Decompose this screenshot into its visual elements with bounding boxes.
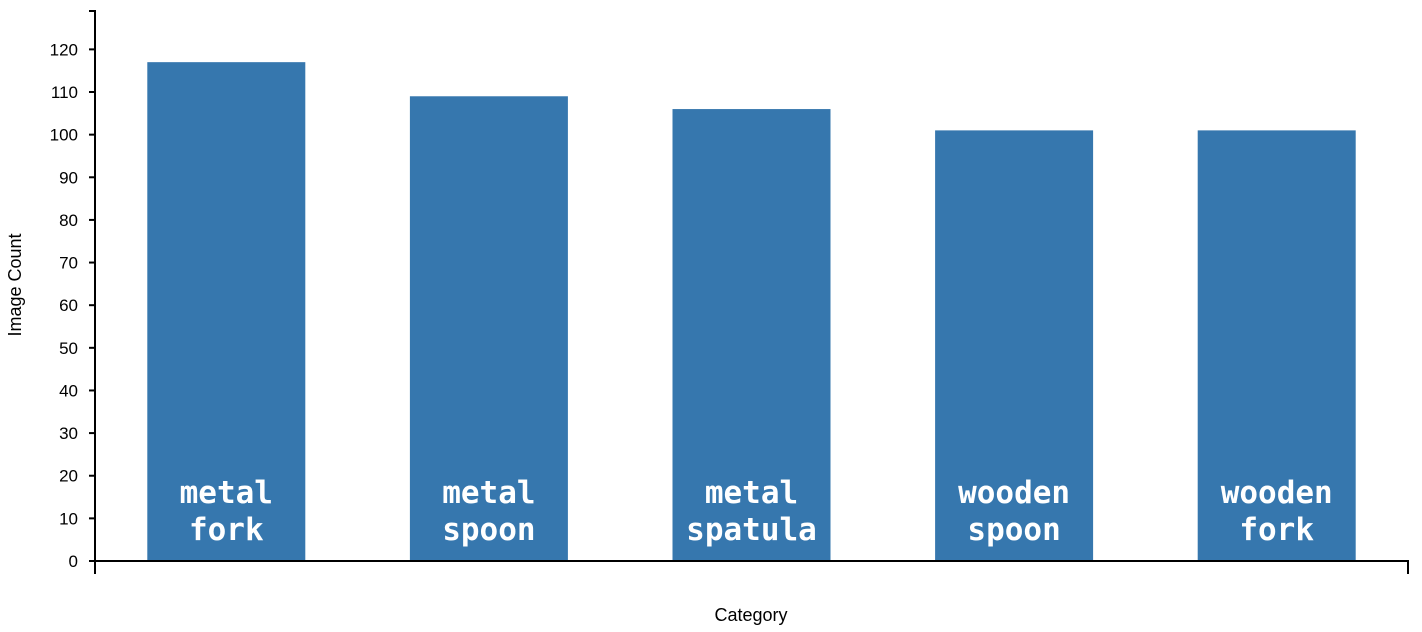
bar [147,62,306,562]
bar-labels-group: metal fork metal spoon metal spatula wooden spo… [180,475,1333,548]
y-tick-label: 0 [69,552,78,571]
y-axis-line [89,10,96,562]
x-axis-line [94,560,1409,574]
y-tick-label: 70 [59,254,78,273]
y-tick-label: 30 [59,424,78,443]
x-axis [94,560,1409,574]
bar-label: wooden spoon [958,475,1070,548]
bar-label: metal fork [180,475,273,548]
x-axis-title: Category [714,605,787,625]
y-tick-label: 80 [59,211,78,230]
bar-label: metal spoon [442,475,535,548]
y-tick-label: 60 [59,296,78,315]
y-tick-label: 100 [50,126,78,145]
y-tick-label: 10 [59,509,78,528]
y-tick-label: 120 [50,40,78,59]
y-tick-label: 110 [51,83,78,102]
bar-label: metal spatula [686,475,817,548]
y-axis: 0 10 20 30 40 50 60 70 80 90 100 110 120 [50,10,96,571]
bar [935,130,1094,561]
bar [409,96,568,562]
y-tick-label: 40 [59,381,78,400]
bar [1197,130,1356,561]
y-tick-label: 50 [59,339,78,358]
y-axis-title: Image Count [5,233,25,336]
bar [672,109,831,561]
y-tick-label: 90 [59,168,78,187]
y-tick-label: 20 [59,467,78,486]
bar-label: wooden fork [1221,475,1333,548]
bars-group [147,62,1356,562]
